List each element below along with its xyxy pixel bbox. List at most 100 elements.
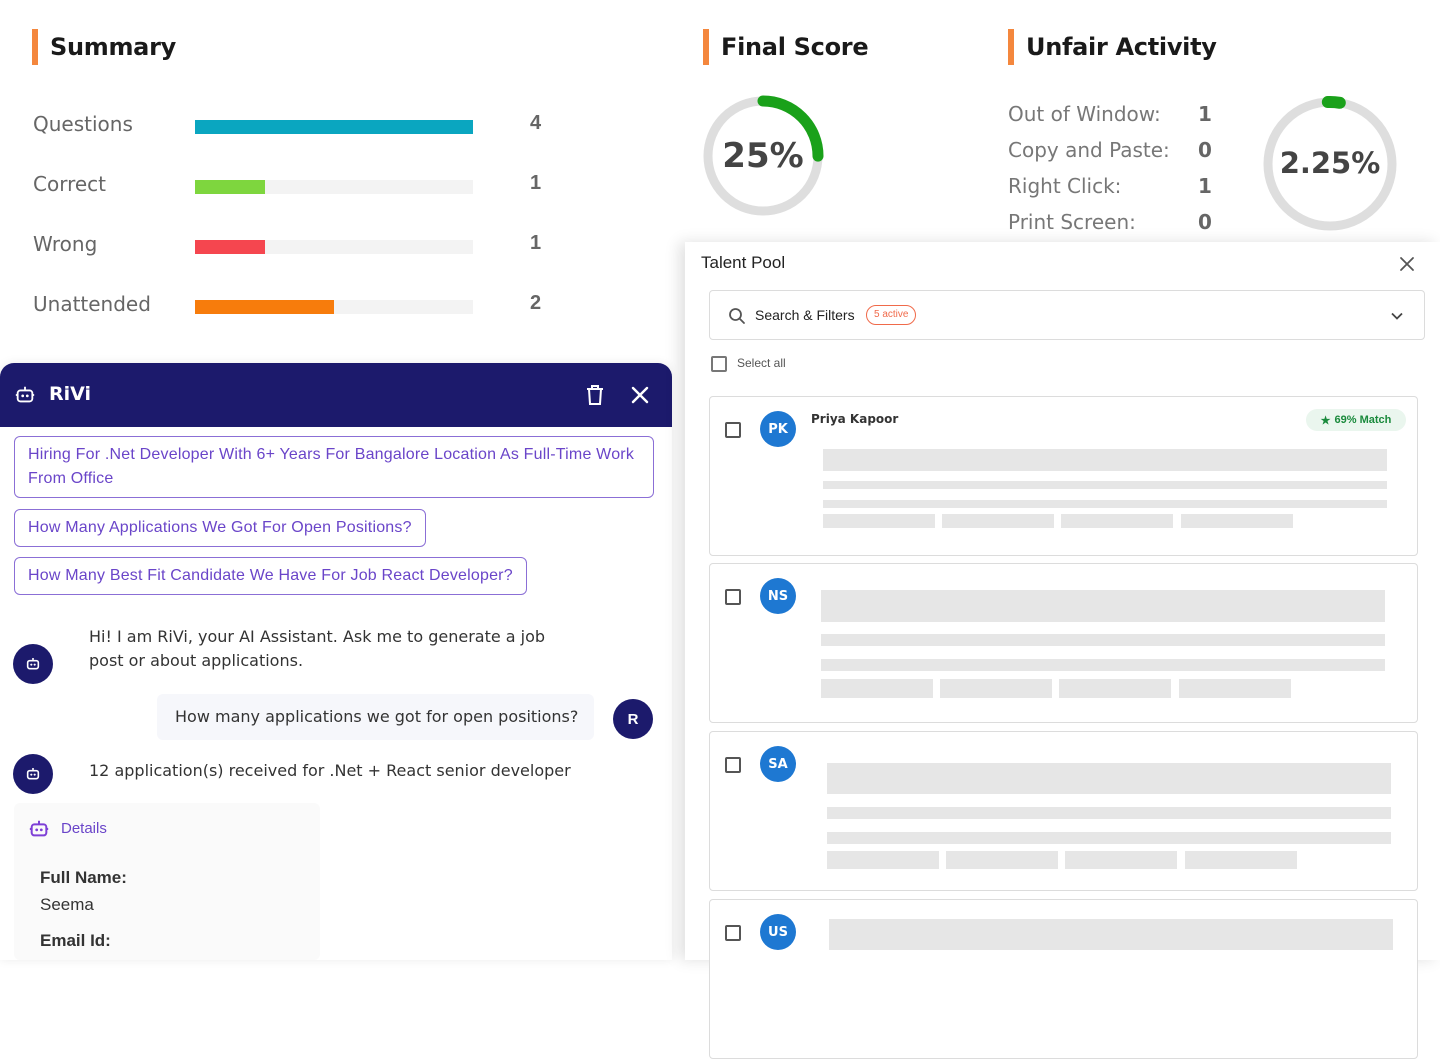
skeleton-line bbox=[821, 590, 1385, 622]
unfair-label: Copy and Paste: bbox=[1008, 138, 1170, 162]
final-score-ring bbox=[702, 95, 824, 217]
summary-value: 1 bbox=[530, 172, 542, 194]
candidate-checkbox[interactable] bbox=[725, 422, 741, 438]
candidate-card[interactable]: NS bbox=[709, 563, 1418, 723]
candidate-avatar: NS bbox=[760, 578, 796, 614]
skeleton-tag bbox=[1065, 851, 1177, 869]
candidate-avatar: US bbox=[760, 914, 796, 950]
summary-value: 1 bbox=[530, 232, 542, 254]
chat-header: RiVi bbox=[0, 363, 672, 427]
unfair-activity-title: Unfair Activity bbox=[1008, 29, 1217, 65]
summary-row-questions: Questions 4 bbox=[33, 106, 553, 146]
unfair-value: 0 bbox=[1198, 138, 1212, 162]
skeleton-tag bbox=[946, 851, 1058, 869]
summary-bar-fill bbox=[195, 120, 473, 134]
close-icon[interactable] bbox=[630, 385, 650, 405]
final-score-title: Final Score bbox=[703, 29, 869, 65]
unfair-value: 1 bbox=[1198, 102, 1212, 126]
details-card: Details Full Name: Seema Email Id: bbox=[14, 803, 320, 960]
unfair-row-print-screen: Print Screen: 0 bbox=[1008, 210, 1228, 240]
unfair-value: 1 bbox=[1198, 174, 1212, 198]
bot-avatar bbox=[13, 754, 53, 794]
select-all-label: Select all bbox=[737, 356, 786, 370]
skeleton-line bbox=[827, 832, 1391, 844]
candidate-checkbox[interactable] bbox=[725, 757, 741, 773]
search-icon bbox=[729, 308, 745, 324]
user-message: How many applications we got for open po… bbox=[175, 707, 579, 726]
skeleton-line bbox=[829, 919, 1393, 950]
full-name-label: Full Name: bbox=[40, 868, 127, 887]
unfair-value: 0 bbox=[1198, 210, 1212, 234]
bot-greeting-message: Hi! I am RiVi, your AI Assistant. Ask me… bbox=[89, 627, 546, 670]
active-filters-badge: 5 active bbox=[866, 305, 917, 325]
skeleton-tag bbox=[1179, 679, 1291, 698]
unfair-label: Print Screen: bbox=[1008, 210, 1136, 234]
skeleton-tag bbox=[1059, 679, 1171, 698]
summary-label: Unattended bbox=[33, 292, 151, 316]
full-name-value: Seema bbox=[40, 895, 94, 914]
unfair-activity-value: 2.25% bbox=[1279, 146, 1381, 180]
candidate-name: Priya Kapoor bbox=[811, 412, 899, 426]
suggestion-applications[interactable]: How Many Applications We Got For Open Po… bbox=[14, 509, 426, 547]
skeleton-line bbox=[827, 807, 1391, 819]
summary-label: Questions bbox=[33, 112, 133, 136]
bot-reply-message: 12 application(s) received for .Net + Re… bbox=[89, 761, 571, 780]
unfair-label: Right Click: bbox=[1008, 174, 1122, 198]
summary-bar-fill bbox=[195, 180, 265, 194]
star-icon: ★ bbox=[1320, 414, 1331, 427]
candidate-checkbox[interactable] bbox=[725, 925, 741, 941]
skeleton-tag bbox=[1061, 514, 1173, 528]
skeleton-line bbox=[823, 449, 1387, 471]
robot-icon bbox=[26, 768, 40, 780]
candidate-card[interactable]: SA bbox=[709, 731, 1418, 891]
talent-pool-title: Talent Pool bbox=[701, 253, 786, 272]
summary-value: 4 bbox=[530, 112, 542, 134]
skeleton-tag bbox=[1185, 851, 1297, 869]
summary-bar-track bbox=[195, 180, 473, 194]
skeleton-tag bbox=[940, 679, 1052, 698]
skeleton-line bbox=[823, 481, 1387, 489]
skeleton-tag bbox=[823, 514, 935, 528]
suggestion-hiring-net[interactable]: Hiring For .Net Developer With 6+ Years … bbox=[14, 436, 654, 498]
robot-icon bbox=[26, 658, 40, 670]
talent-pool-panel: Talent Pool Search & Filters 5 active Se… bbox=[685, 242, 1440, 1059]
summary-value: 2 bbox=[530, 292, 542, 314]
search-filters-bar[interactable]: Search & Filters 5 active bbox=[709, 290, 1425, 340]
unfair-label: Out of Window: bbox=[1008, 102, 1161, 126]
chevron-down-icon bbox=[1391, 312, 1403, 320]
summary-bar-track bbox=[195, 300, 473, 314]
unfair-row-copy-paste: Copy and Paste: 0 bbox=[1008, 138, 1228, 168]
summary-row-wrong: Wrong 1 bbox=[33, 226, 553, 266]
user-message-bubble: How many applications we got for open po… bbox=[157, 694, 594, 740]
summary-bar-track bbox=[195, 120, 473, 134]
skeleton-tag bbox=[821, 679, 933, 698]
bot-avatar bbox=[13, 644, 53, 684]
candidate-card[interactable]: US bbox=[709, 899, 1418, 1059]
summary-label: Wrong bbox=[33, 232, 98, 256]
robot-icon bbox=[29, 820, 49, 837]
final-score-value: 25% bbox=[722, 136, 804, 176]
match-badge: ★ 69% Match bbox=[1306, 409, 1406, 431]
candidate-card[interactable]: PK Priya Kapoor ★ 69% Match bbox=[709, 396, 1418, 556]
user-avatar: R bbox=[613, 699, 653, 739]
close-icon[interactable] bbox=[1399, 256, 1415, 272]
candidate-checkbox[interactable] bbox=[725, 589, 741, 605]
ring-progress bbox=[1262, 95, 1398, 232]
summary-bar-fill bbox=[195, 300, 334, 314]
skeleton-line bbox=[821, 659, 1385, 671]
skeleton-line bbox=[821, 634, 1385, 646]
unfair-row-out-of-window: Out of Window: 1 bbox=[1008, 102, 1228, 132]
details-label[interactable]: Details bbox=[61, 820, 107, 837]
select-all-checkbox[interactable] bbox=[711, 356, 727, 372]
suggestion-best-fit[interactable]: How Many Best Fit Candidate We Have For … bbox=[14, 557, 527, 595]
skeleton-tag bbox=[827, 851, 939, 869]
summary-bar-fill bbox=[195, 240, 265, 254]
skeleton-line bbox=[823, 500, 1387, 508]
rivi-chat-panel: RiVi Hiring For .Net Developer With 6+ Y… bbox=[0, 363, 672, 960]
candidate-avatar: SA bbox=[760, 746, 796, 782]
unfair-row-right-click: Right Click: 1 bbox=[1008, 174, 1228, 204]
skeleton-tag bbox=[942, 514, 1054, 528]
delete-icon[interactable] bbox=[584, 383, 606, 407]
summary-label: Correct bbox=[33, 172, 106, 196]
summary-title: Summary bbox=[32, 29, 176, 65]
